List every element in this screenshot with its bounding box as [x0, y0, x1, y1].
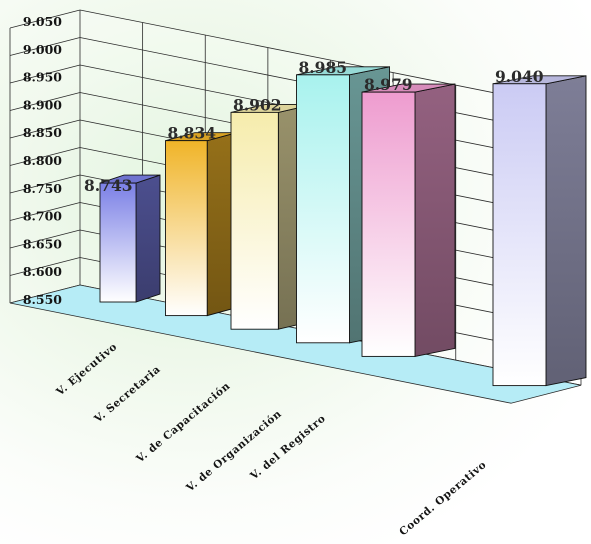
bar: [99, 174, 161, 303]
y-tick-label: 8.550: [23, 292, 62, 307]
bars: [99, 66, 587, 387]
y-tick-label: 8.650: [23, 236, 62, 251]
bar: [492, 75, 587, 387]
bar-front-face: [492, 83, 547, 387]
bar-side-face: [545, 75, 587, 387]
gridline-side: [9, 202, 81, 221]
y-tick-label: 9.050: [23, 14, 62, 29]
gridline-side: [9, 257, 81, 276]
gridline-side: [9, 174, 81, 194]
x-axis-label: V. Secretaria: [91, 363, 163, 426]
data-label: 8.985: [299, 58, 348, 77]
gridline-side: [9, 92, 81, 111]
data-label: 9.040: [495, 67, 544, 86]
y-axis-ticks: 9.050 9.000 8.950 8.900 8.850 8.800 8.750 8.700…: [23, 14, 62, 307]
y-tick-label: 8.700: [23, 209, 62, 224]
y-tick-label: 8.850: [23, 125, 62, 140]
data-label: 8.834: [168, 124, 217, 143]
y-tick-label: 8.600: [23, 264, 62, 279]
gridline-side: [9, 64, 81, 84]
y-tick-label: 8.800: [23, 153, 62, 168]
data-label: 8.902: [233, 95, 282, 114]
bar-side-face: [135, 174, 161, 303]
x-axis-label: Coord. Operativo: [397, 459, 489, 539]
gridline-side: [9, 119, 81, 139]
bar: [165, 132, 237, 317]
y-tick-label: 8.950: [23, 70, 62, 85]
y-tick-label: 8.750: [23, 181, 62, 196]
bar-front-face: [99, 182, 137, 303]
gridline-side: [9, 229, 81, 249]
bar-front-face: [296, 74, 350, 344]
data-label: 8.743: [84, 176, 133, 195]
bar-front-face: [165, 140, 208, 317]
data-label: 8.979: [364, 75, 413, 94]
gridline-side: [9, 147, 81, 166]
y-tick-label: 8.900: [23, 97, 62, 112]
x-axis-label: V. Ejecutivo: [53, 341, 119, 399]
bar-side-face: [414, 83, 456, 357]
gridline-side: [9, 9, 81, 29]
bar-front-face: [230, 111, 279, 330]
x-axis-label: V. de Organización: [183, 408, 284, 495]
gridline-side: [9, 37, 81, 56]
data-labels: 8.743 8.834 8.902 8.985 8.979 9.040: [84, 58, 544, 195]
x-axis-label: V. de Capacitación: [133, 380, 232, 466]
bar-front-face: [361, 91, 416, 357]
y-tick-label: 9.000: [23, 42, 62, 57]
bar: [361, 83, 456, 357]
